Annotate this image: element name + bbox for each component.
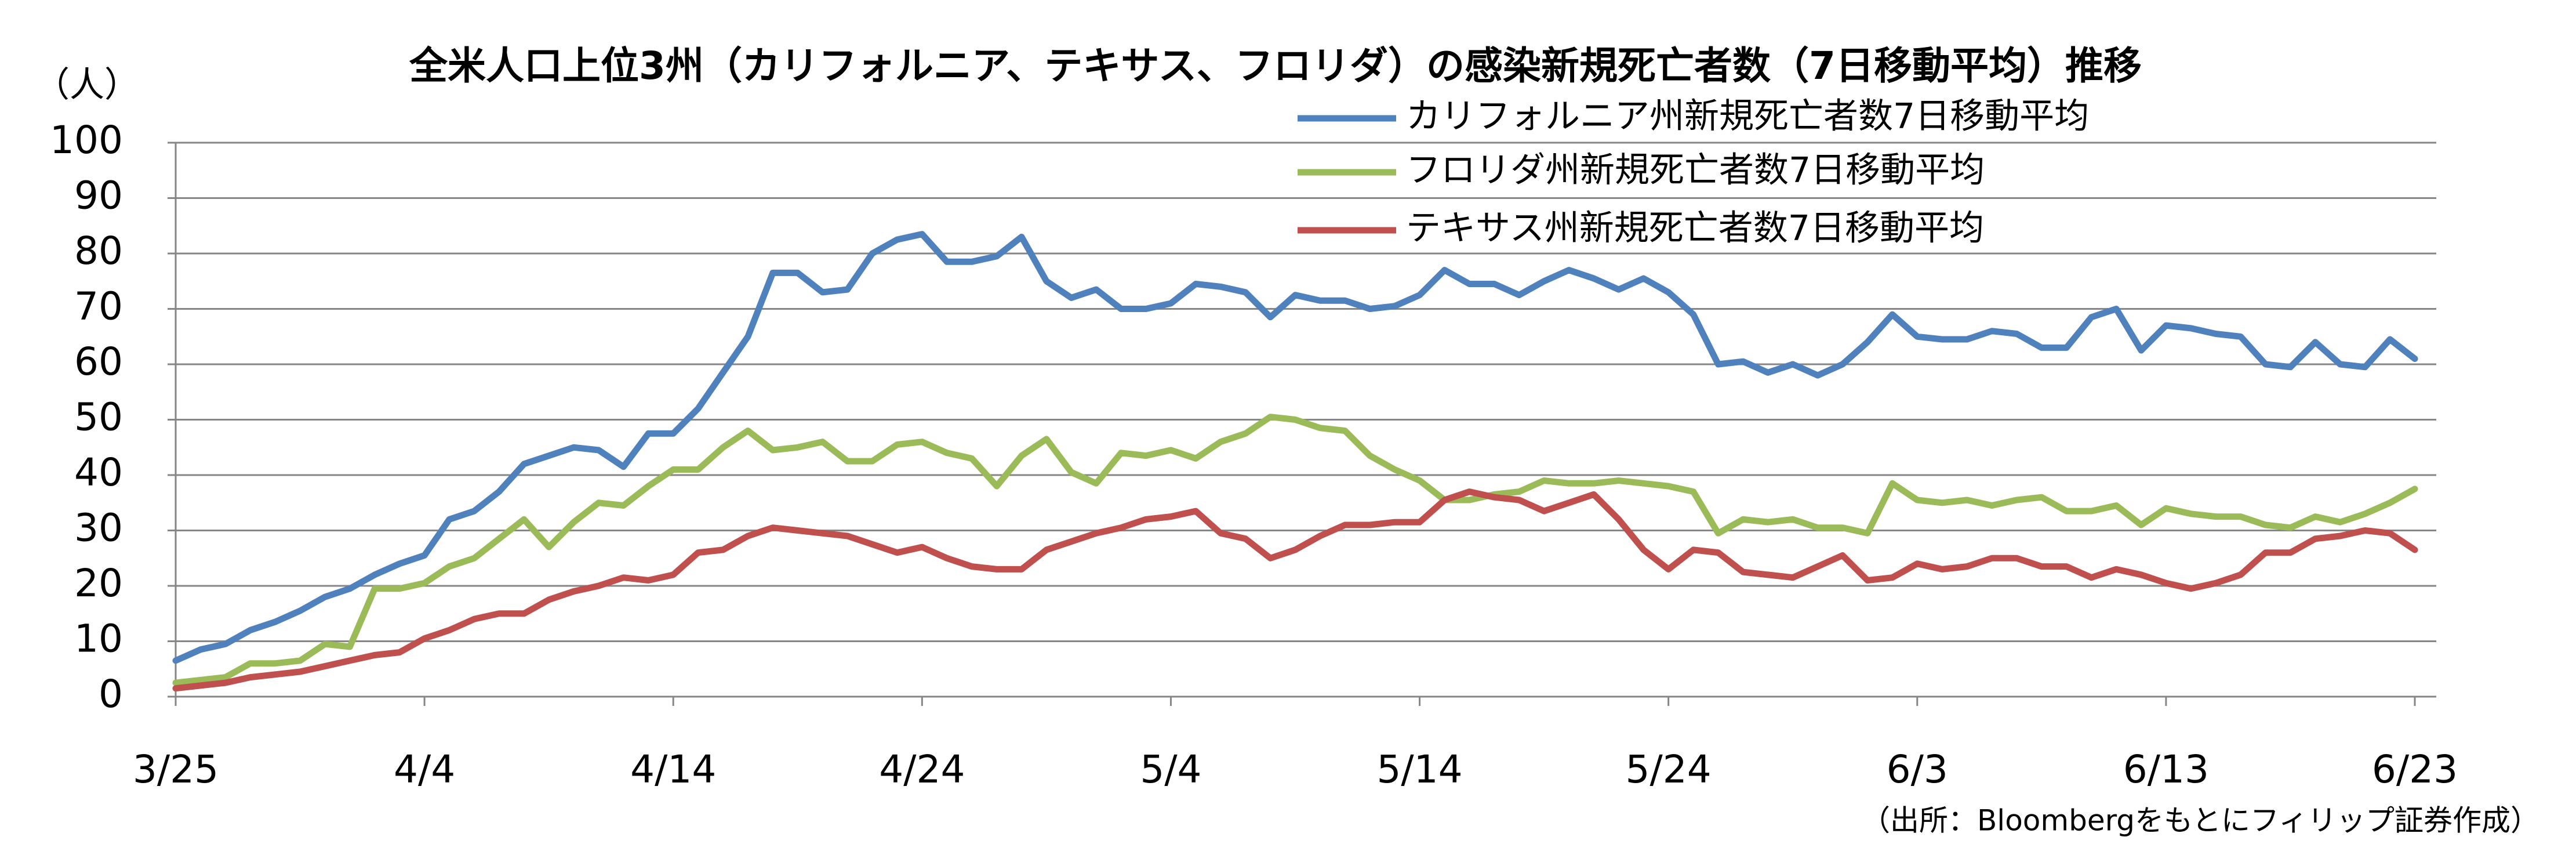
- y-tick-label: 10: [74, 617, 123, 661]
- x-tick-label: 5/14: [1376, 747, 1462, 792]
- y-tick-label: 50: [74, 395, 123, 440]
- y-tick-label: 30: [74, 506, 123, 550]
- y-tick-label: 90: [74, 173, 123, 218]
- series-line: [172, 488, 2418, 692]
- chart-title: 全米人口上位3州（カリフォルニア、テキサス、フロリダ）の感染新規死亡者数（7日移…: [409, 44, 2142, 88]
- y-tick-label: 60: [74, 339, 123, 384]
- source-note: （出所：Bloombergをもとにフィリップ証券作成）: [1861, 804, 2539, 838]
- legend-label: カリフォルニア州新規死亡者数7日移動平均: [1406, 96, 2089, 137]
- x-tick-label: 4/24: [879, 747, 965, 792]
- legend-label: テキサス州新規死亡者数7日移動平均: [1406, 208, 1984, 249]
- x-tick-label: 6/13: [2123, 747, 2209, 792]
- x-tick-label: 4/4: [394, 747, 455, 792]
- x-tick-label: 6/23: [2372, 747, 2458, 792]
- series-line: [172, 414, 2418, 686]
- series-line: [172, 231, 2418, 664]
- y-tick-label: 80: [74, 229, 123, 273]
- legend-label: フロリダ州新規死亡者数7日移動平均: [1406, 150, 1985, 191]
- y-tick-label: 40: [74, 450, 123, 495]
- x-tick-label: 5/4: [1140, 747, 1201, 792]
- x-tick-label: 6/3: [1887, 747, 1948, 792]
- y-tick-label: 20: [74, 561, 123, 606]
- y-tick-label: 70: [74, 284, 123, 329]
- x-tick-label: 3/25: [133, 747, 219, 792]
- x-tick-label: 5/24: [1626, 747, 1712, 792]
- y-tick-label: 0: [99, 672, 123, 716]
- y-tick-label: 100: [50, 118, 123, 162]
- y-axis-unit: （人）: [35, 65, 139, 106]
- x-tick-label: 4/14: [630, 747, 716, 792]
